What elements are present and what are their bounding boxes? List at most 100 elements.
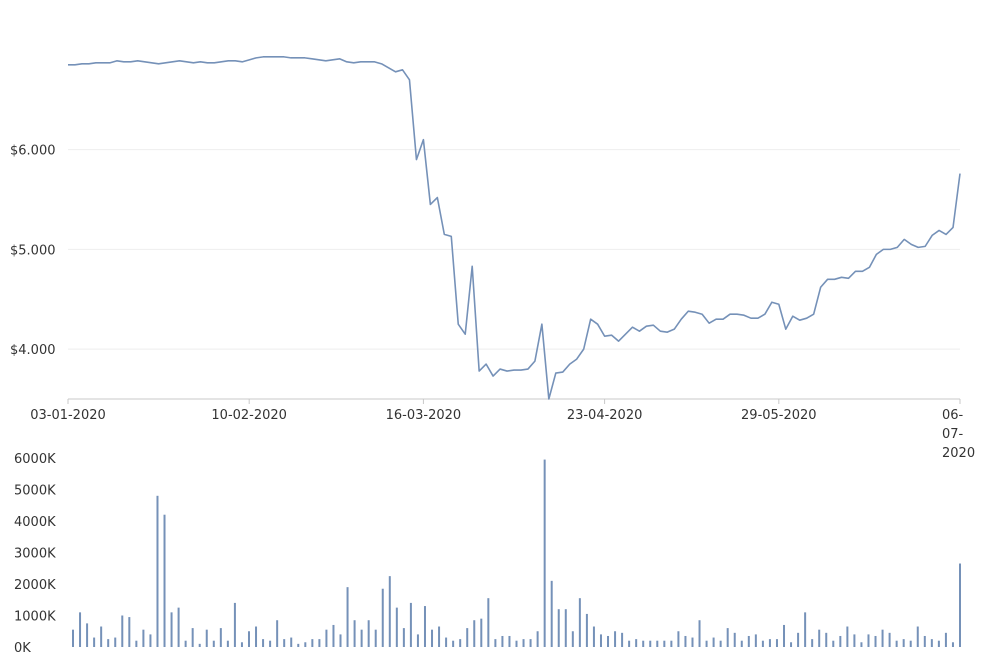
volume-bar: [107, 639, 110, 648]
volume-bar: [578, 598, 581, 647]
volume-bar: [191, 628, 194, 647]
volume-bar: [614, 631, 617, 647]
volume-bar: [198, 643, 201, 647]
volume-bar: [642, 640, 645, 647]
volume-bar: [677, 631, 680, 647]
volume-bar: [649, 640, 652, 647]
volume-bar: [571, 631, 574, 647]
volume-bar: [121, 615, 124, 647]
volume-bar: [409, 602, 412, 647]
volume-bar: [628, 640, 631, 647]
volume-bar: [177, 607, 180, 648]
volume-bar: [311, 639, 314, 648]
volume-bar: [219, 628, 222, 647]
volume-y-tick-label: 3000K: [14, 547, 56, 562]
volume-bar: [240, 642, 243, 647]
volume-bar: [635, 639, 638, 648]
volume-panel: 0K 1000K 2000K 3000K 4000K 5000K 6000K: [14, 452, 961, 656]
volume-bar: [290, 637, 293, 647]
volume-bar: [895, 640, 898, 647]
volume-bar: [825, 632, 828, 647]
volume-bar: [797, 632, 800, 647]
volume-bar: [423, 606, 426, 647]
volume-y-tick-label: 0K: [14, 641, 31, 656]
volume-bar: [114, 637, 117, 647]
volume-bar: [951, 642, 954, 647]
volume-bar: [783, 624, 786, 647]
volume-bar: [149, 634, 152, 647]
volume-bar: [536, 631, 539, 647]
volume-bar: [818, 629, 821, 647]
price-y-tick-label: $4.000: [10, 343, 56, 358]
volume-bar: [860, 642, 863, 647]
volume-bar: [205, 629, 208, 647]
volume-bar: [550, 580, 553, 647]
volume-y-tick-label: 2000K: [14, 578, 56, 593]
volume-bar: [163, 514, 166, 647]
volume-bar: [233, 602, 236, 647]
volume-bar: [135, 640, 138, 647]
volume-bar: [522, 639, 525, 648]
price-x-tick-label: 10-02-2020: [211, 408, 287, 423]
volume-bar: [466, 628, 469, 647]
volume-bar: [473, 620, 476, 647]
price-x-tick-label: 29-05-2020: [741, 408, 817, 423]
volume-bar: [846, 626, 849, 647]
volume-bar: [346, 587, 349, 647]
volume-bar: [909, 640, 912, 647]
volume-bar: [367, 620, 370, 647]
volume-bar: [691, 637, 694, 647]
volume-bar: [923, 635, 926, 647]
volume-bar: [719, 640, 722, 647]
volume-bar: [100, 626, 103, 647]
volume-bar: [902, 639, 905, 648]
volume-bar: [712, 637, 715, 647]
volume-bar: [768, 639, 771, 648]
price-x-tick-label: 16-03-2020: [386, 408, 462, 423]
volume-bar: [684, 635, 687, 647]
volume-bar: [339, 634, 342, 647]
volume-bar: [459, 639, 462, 648]
volume-bar: [381, 588, 384, 647]
volume-bar: [416, 634, 419, 647]
volume-y-tick-label: 6000K: [14, 452, 56, 467]
volume-bar: [754, 634, 757, 647]
volume-bar: [740, 640, 743, 647]
price-x-tick-label: 03-01-2020: [30, 408, 106, 423]
volume-bar: [874, 635, 877, 647]
volume-bar: [360, 629, 363, 647]
volume-bar: [72, 629, 74, 647]
price-x-tick-label: 23-04-2020: [567, 408, 643, 423]
price-series-line: [68, 56, 961, 400]
volume-bar: [318, 639, 321, 648]
volume-bar: [79, 612, 82, 647]
volume-bar: [262, 639, 265, 648]
volume-bar: [247, 631, 250, 647]
volume-bar: [515, 640, 518, 647]
volume-bar: [494, 639, 497, 648]
volume-bar: [705, 640, 708, 647]
volume-bar: [867, 634, 870, 647]
volume-bar: [170, 612, 173, 647]
volume-bar: [543, 459, 546, 647]
price-y-tick-label: $5.000: [10, 243, 56, 258]
volume-bar: [621, 632, 624, 647]
volume-y-tick-label: 5000K: [14, 484, 56, 499]
volume-bar: [255, 626, 258, 647]
volume-bar: [656, 640, 659, 647]
volume-bar: [663, 640, 666, 647]
volume-bar: [698, 620, 701, 647]
volume-y-tick-label: 4000K: [14, 515, 56, 530]
volume-bar: [86, 623, 89, 648]
volume-bar: [304, 642, 307, 647]
volume-bar: [128, 617, 131, 647]
price-x-tick-label: 06-07-2020: [942, 408, 975, 461]
volume-bar: [325, 629, 328, 647]
volume-bar: [142, 629, 145, 647]
volume-bar: [747, 635, 750, 647]
volume-bar: [881, 629, 884, 647]
volume-bar: [269, 640, 272, 647]
volume-bar: [937, 640, 940, 647]
volume-bar: [853, 634, 856, 647]
